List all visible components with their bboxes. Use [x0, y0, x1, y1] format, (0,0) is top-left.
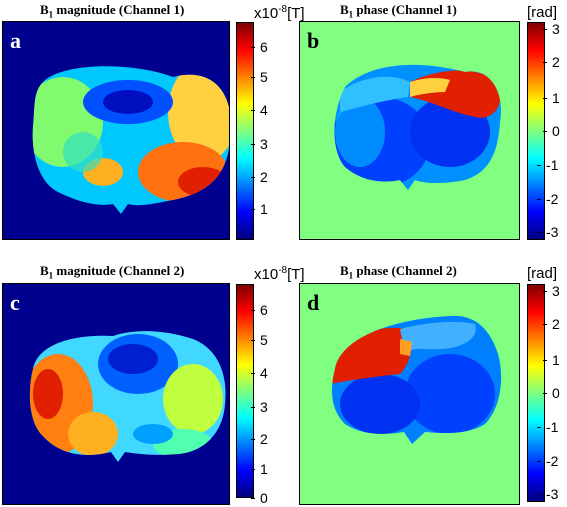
mag1-tick: 6	[251, 39, 268, 55]
mag2-tick: 4	[251, 365, 268, 381]
phase2-tick: 2	[543, 316, 560, 332]
mag2-tick: 5	[251, 332, 268, 348]
panel-d-title: B1 phase (Channel 2)	[340, 263, 457, 281]
phase1-tick: -2	[536, 191, 559, 207]
magnitude-colorbar-channel-2	[236, 284, 254, 498]
mag1-tick: 5	[251, 69, 268, 85]
panel-d-label: d	[307, 290, 320, 315]
magnitude-map-channel-1: a	[2, 21, 230, 240]
phase-map-channel-1: b	[299, 21, 520, 240]
phase2-tick: -2	[536, 453, 559, 469]
phase-unit-channel-2: [rad]	[527, 265, 558, 282]
panel-c-title: B1 magnitude (Channel 2)	[40, 263, 185, 281]
phase1-tick: 3	[543, 21, 560, 37]
mag2-tick: 6	[251, 302, 268, 318]
panel-b-title: B1 phase (Channel 1)	[340, 2, 457, 20]
mag1-tick: 1	[251, 201, 268, 217]
mag1-tick: 2	[251, 169, 268, 185]
mag2-tick: 2	[251, 431, 268, 447]
phase1-tick: -3	[536, 224, 559, 240]
mag1-tick: 4	[251, 102, 268, 118]
phase1-tick: 1	[543, 90, 560, 106]
magnitude-unit-channel-2: x10-8[T]	[254, 265, 305, 283]
panel-a-title: B1 magnitude (Channel 1)	[40, 2, 185, 20]
magnitude-map-channel-2: c	[2, 283, 230, 505]
phase1-tick: 2	[543, 54, 560, 70]
phase2-tick: -3	[536, 486, 559, 502]
phase2-tick: 3	[543, 283, 560, 299]
phase1-tick: 0	[543, 123, 560, 139]
magnitude-colorbar-channel-1	[236, 22, 254, 240]
phase2-tick: -1	[536, 419, 559, 435]
panel-c-label: c	[10, 290, 20, 315]
mag2-tick: 3	[251, 399, 268, 415]
mag1-tick: 3	[251, 136, 268, 152]
panel-b-label: b	[307, 28, 320, 53]
phase-unit-channel-1: [rad]	[527, 4, 558, 21]
phase1-tick: -1	[536, 157, 559, 173]
panel-a-label: a	[10, 28, 21, 53]
phase2-tick: 0	[543, 385, 560, 401]
mag2-tick: 0	[251, 490, 268, 506]
phase2-tick: 1	[543, 352, 560, 368]
magnitude-unit-channel-1: x10-8[T]	[254, 4, 305, 22]
phase-map-channel-2: d	[299, 283, 520, 505]
mag2-tick: 1	[251, 461, 268, 477]
